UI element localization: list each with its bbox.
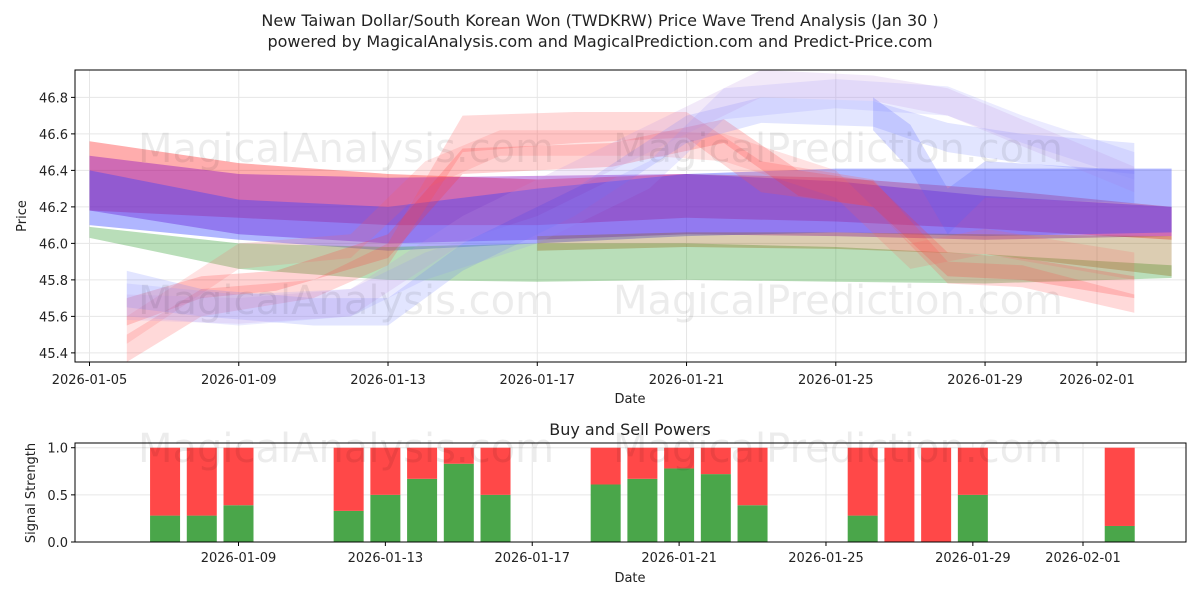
sell-bar [921, 447, 952, 542]
signal-y-tick-label: 0.0 [47, 536, 68, 551]
price-plot-frame [74, 69, 1187, 363]
sell-bar [884, 447, 915, 542]
buy-bar [627, 478, 658, 542]
buy-bar [407, 478, 438, 542]
price-x-tick-label: 2026-01-09 [201, 373, 277, 388]
sell-bar [700, 447, 731, 475]
buy-bar [590, 484, 621, 542]
price-chart: MagicalAnalysis.com MagicalPrediction.co… [15, 69, 1187, 407]
sell-bar [480, 447, 511, 495]
signal-chart: Buy and Sell Powers MagicalAnalysis.com … [24, 420, 1187, 586]
price-x-tick-label: 2026-01-29 [947, 373, 1023, 388]
price-band-red-upper [89, 141, 1172, 240]
signal-chart-title: Buy and Sell Powers [549, 420, 711, 439]
price-band-blue-drop [873, 97, 1135, 235]
sell-bar [186, 447, 217, 516]
buy-bar [370, 494, 401, 542]
buy-bar [443, 463, 474, 542]
sell-bar [443, 447, 474, 464]
price-x-axis: 2026-01-05 2026-01-09 2026-01-13 2026-01-17… [52, 362, 1135, 388]
price-bands [89, 70, 1172, 362]
price-x-tick-label: 2026-01-13 [350, 373, 426, 388]
price-band-pink-wave-2 [126, 119, 1135, 326]
buy-bar [847, 515, 878, 542]
price-y-tick-label: 46.2 [39, 201, 68, 216]
price-x-axis-label: Date [614, 392, 645, 407]
price-y-tick-label: 45.8 [39, 274, 68, 289]
signal-y-axis-label: Signal Strength [24, 443, 39, 543]
price-band-lavender-wave-3 [126, 70, 1135, 324]
watermark-mid-left: MagicalAnalysis.com [138, 278, 554, 324]
watermark-top-left: MagicalAnalysis.com [138, 126, 554, 172]
buy-bar [664, 468, 695, 542]
buy-bar [480, 494, 511, 542]
signal-x-tick-label: 2026-01-17 [494, 551, 570, 566]
price-y-tick-label: 46.0 [39, 237, 68, 252]
price-band-lavender-wave-1 [126, 97, 1135, 326]
price-y-axis: 45.4 45.6 45.8 46.0 46.2 46.4 46.6 46.8 [39, 91, 75, 362]
signal-x-tick-label: 2026-01-09 [201, 551, 277, 566]
signal-x-axis: 2026-01-09 2026-01-13 2026-01-17 2026-01-21… [201, 542, 1121, 566]
sell-bar [370, 447, 401, 495]
sell-bar [223, 447, 254, 506]
sell-bar [957, 447, 988, 495]
price-band-lavender-wave-2 [126, 79, 1135, 326]
watermark-top-right: MagicalPrediction.com [613, 126, 1063, 172]
chart-title-line1: New Taiwan Dollar/South Korean Won (TWDK… [261, 11, 938, 30]
price-y-tick-label: 46.6 [39, 128, 68, 143]
price-x-tick-label: 2026-01-17 [499, 373, 575, 388]
signal-x-tick-label: 2026-01-25 [788, 551, 864, 566]
sell-bar [627, 447, 658, 479]
price-band-pink-wave-3 [126, 130, 1135, 344]
sell-bar [1104, 447, 1135, 526]
signal-plot-frame [74, 442, 1187, 543]
price-x-tick-label: 2026-01-05 [52, 373, 128, 388]
signal-x-axis-label: Date [614, 571, 645, 586]
sell-bar [590, 447, 621, 485]
sell-bar [407, 447, 438, 479]
signal-y-tick-label: 0.5 [47, 489, 68, 504]
signal-x-tick-label: 2026-01-29 [935, 551, 1011, 566]
watermark-mid-right: MagicalPrediction.com [613, 278, 1063, 324]
price-band-green-lower [89, 226, 1172, 284]
buy-bar [700, 474, 731, 542]
signal-x-tick-label: 2026-01-21 [641, 551, 717, 566]
signal-y-axis: 0.0 0.5 1.0 [47, 442, 75, 551]
buy-bar [957, 494, 988, 542]
sell-bar [664, 447, 695, 469]
price-x-tick-label: 2026-01-25 [798, 373, 874, 388]
buy-bar [150, 515, 181, 542]
watermark-bottom-right: MagicalPrediction.com [613, 426, 1063, 472]
price-y-tick-label: 45.4 [39, 347, 68, 362]
buy-bar [1104, 525, 1135, 542]
sell-bar [150, 447, 181, 516]
price-y-tick-label: 45.6 [39, 310, 68, 325]
chart-title-line2: powered by MagicalAnalysis.com and Magic… [267, 32, 932, 51]
price-x-tick-label: 2026-01-21 [649, 373, 725, 388]
buy-bar [333, 510, 364, 542]
buy-bar [186, 515, 217, 542]
signal-x-tick-label: 2026-02-01 [1045, 551, 1121, 566]
signal-y-tick-label: 1.0 [47, 442, 68, 457]
price-x-tick-label: 2026-02-01 [1059, 373, 1135, 388]
buy-bar [223, 505, 254, 542]
signal-x-tick-label: 2026-01-13 [348, 551, 424, 566]
price-y-tick-label: 46.8 [39, 91, 68, 106]
price-grid [75, 70, 1186, 362]
watermark-bottom-left: MagicalAnalysis.com [138, 426, 554, 472]
sell-bar [737, 447, 768, 506]
price-band-purple-main [89, 155, 1172, 244]
price-y-axis-label: Price [15, 200, 30, 232]
buy-bar [737, 505, 768, 542]
sell-bar [333, 447, 364, 511]
price-y-tick-label: 46.4 [39, 164, 68, 179]
price-band-blue-main [89, 168, 1172, 251]
signal-bars [150, 447, 1135, 542]
price-band-brown-lower [537, 232, 1172, 277]
sell-bar [847, 447, 878, 516]
